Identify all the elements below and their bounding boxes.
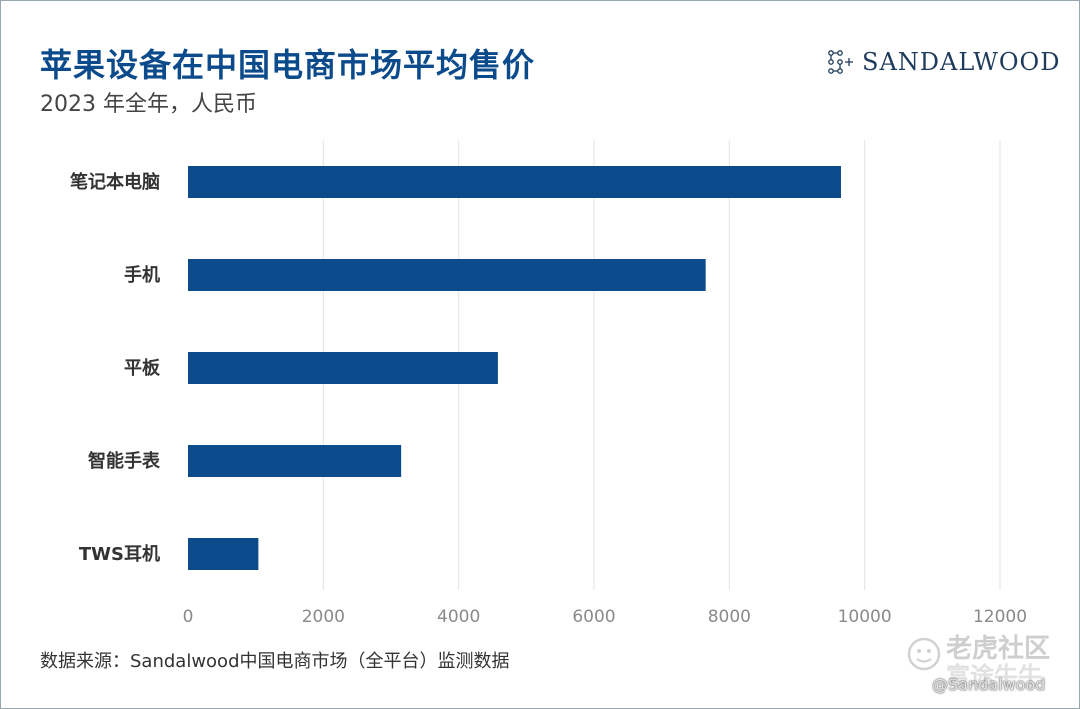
data-source-note: 数据来源：Sandalwood中国电商市场（全平台）监测数据 xyxy=(40,651,510,672)
x-tick-label: 0 xyxy=(183,607,194,627)
category-label: 智能手表 xyxy=(88,450,161,472)
bars xyxy=(188,166,841,570)
watermark-sub: 富途牛牛 xyxy=(946,662,1042,690)
x-tick-label: 10000 xyxy=(838,607,892,627)
x-tick-label: 8000 xyxy=(708,607,751,627)
category-label: 笔记本电脑 xyxy=(70,171,160,193)
x-tick-label: 4000 xyxy=(437,607,480,627)
x-tick-label: 12000 xyxy=(973,607,1027,627)
x-tick-label: 6000 xyxy=(572,607,615,627)
watermark-main: 老虎社区 xyxy=(946,634,1051,664)
category-label: 手机 xyxy=(124,264,160,286)
sandalwood-logo-icon xyxy=(828,50,853,74)
sandalwood-logo: SANDALWOOD xyxy=(826,46,1060,78)
bar-2 xyxy=(188,352,498,384)
x-tick-labels: 0 2000 4000 6000 8000 10000 12000 xyxy=(183,607,1027,627)
bar-4 xyxy=(188,538,259,570)
bar-0 xyxy=(188,166,841,198)
watermark-handle: @Sandalwood xyxy=(932,675,1046,694)
category-label: 平板 xyxy=(124,357,161,379)
bar-3 xyxy=(188,445,402,477)
category-label: TWS耳机 xyxy=(79,544,160,565)
watermark-tiger-icon xyxy=(907,637,941,671)
bar-1 xyxy=(188,259,706,291)
x-tick-label: 2000 xyxy=(302,607,345,627)
logo-text: SANDALWOOD xyxy=(862,48,1061,76)
chart-title: 苹果设备在中国电商市场平均售价 xyxy=(40,46,536,84)
chart-subtitle: 2023 年全年，人民币 xyxy=(40,92,257,117)
